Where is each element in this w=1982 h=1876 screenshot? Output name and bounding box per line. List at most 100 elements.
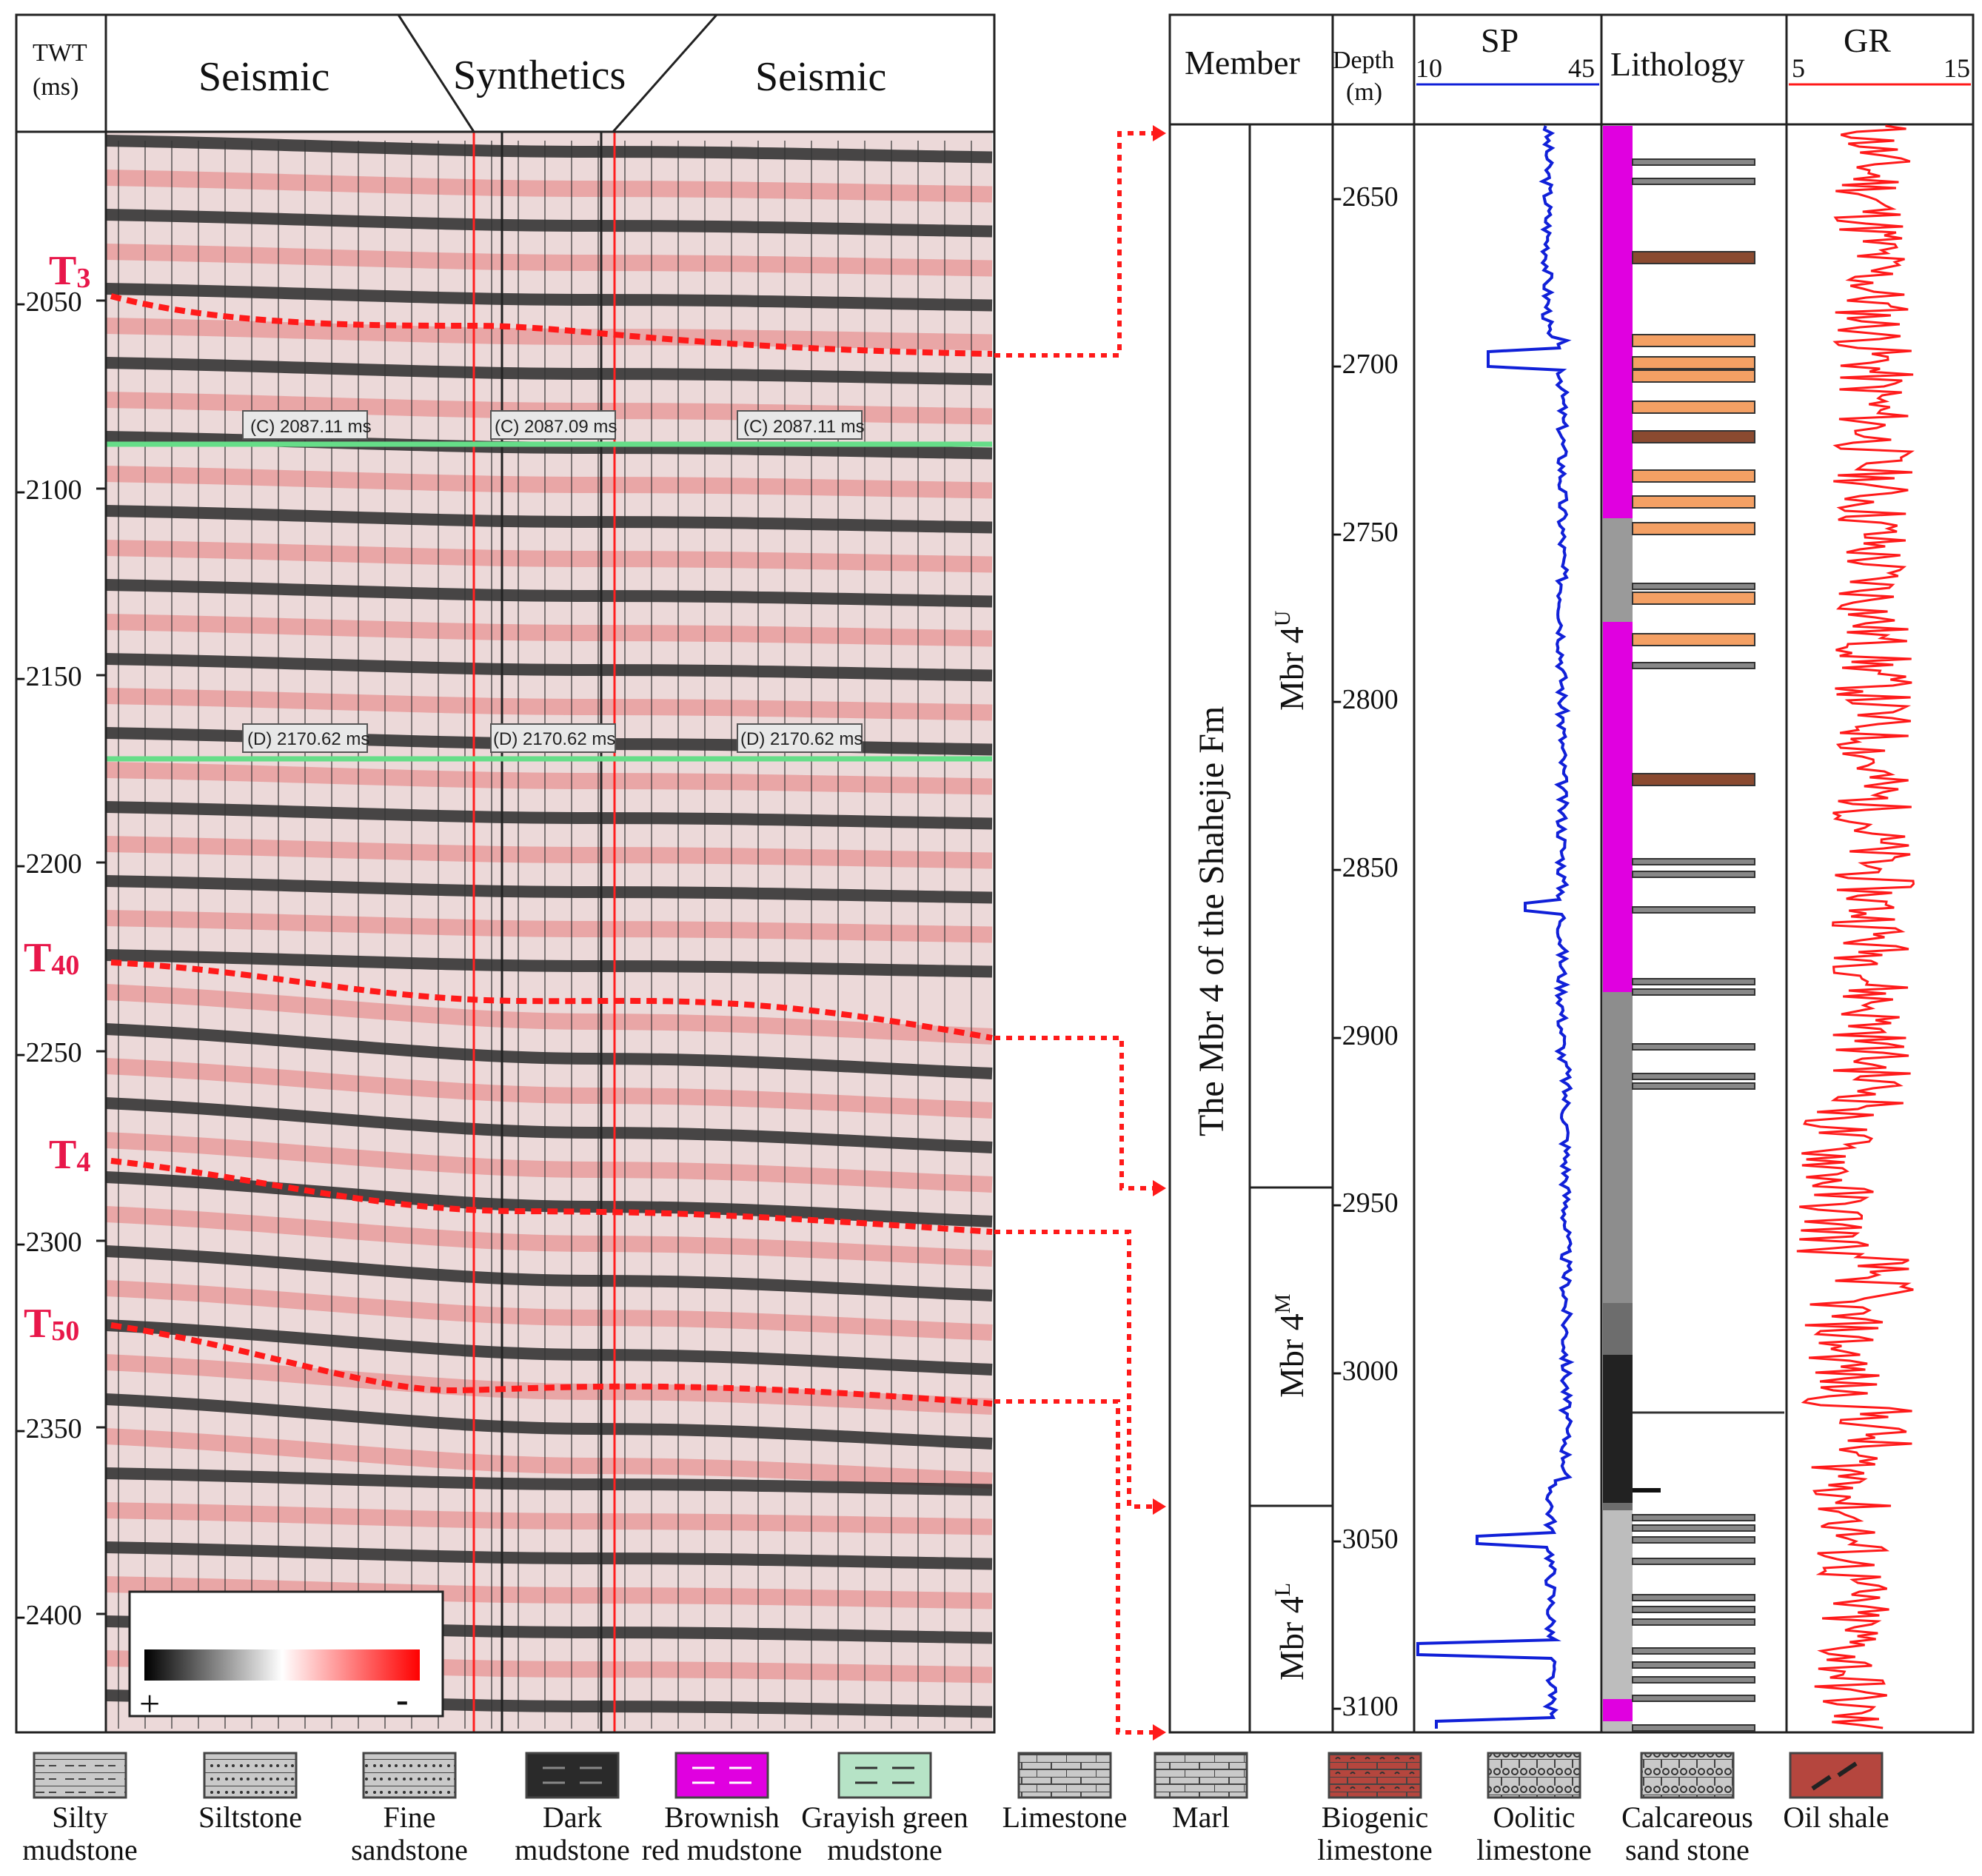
legend-label: red mudstone bbox=[642, 1833, 803, 1866]
col-member: Member bbox=[1185, 44, 1300, 81]
synthetics-header-divider bbox=[397, 14, 718, 133]
formation-label: The Mbr 4 of the Shahejie Fm bbox=[1192, 706, 1231, 1136]
colorbar-inset: + - bbox=[128, 1590, 444, 1724]
tie-arrowheads bbox=[1153, 125, 1166, 1741]
legend-label: mudstone bbox=[22, 1833, 138, 1866]
seismic-panel: (C) 2087.11 ms (C) 2087.09 ms (C) 2087.1… bbox=[15, 13, 996, 1734]
horizon-labels: T3 T40 T4 T50 bbox=[24, 248, 90, 1347]
legend-label: Siltstone bbox=[198, 1800, 302, 1834]
legend-swatch bbox=[33, 1752, 127, 1799]
depth-tick: -2650 bbox=[1333, 181, 1399, 212]
legend-swatch bbox=[1328, 1752, 1422, 1799]
legend-item: Oil shale bbox=[1783, 1752, 1889, 1834]
seismic-amplitude-bands bbox=[105, 135, 993, 1718]
legend-label: Brownish bbox=[664, 1800, 780, 1834]
horizon-label-t4: T4 bbox=[49, 1132, 90, 1178]
gr-curve bbox=[1796, 124, 1915, 1729]
legend-item: Marl bbox=[1154, 1752, 1248, 1834]
colorbar-minus: - bbox=[396, 1678, 409, 1720]
legend-label: Oolitic bbox=[1493, 1800, 1575, 1834]
submember-lower: Mbr 4L bbox=[1270, 1583, 1310, 1681]
col-depth-unit: (m) bbox=[1346, 78, 1382, 106]
depth-tick: -2850 bbox=[1333, 852, 1399, 883]
legend-label: Marl bbox=[1172, 1800, 1230, 1834]
time-tick: -2350 bbox=[16, 1413, 82, 1444]
legend-label: Fine bbox=[383, 1800, 435, 1834]
legend-label: Oil shale bbox=[1783, 1800, 1889, 1834]
time-tick: -2300 bbox=[16, 1227, 82, 1258]
seismic-traces bbox=[118, 141, 972, 1729]
legend-label: sand stone bbox=[1625, 1833, 1750, 1866]
horizon-label-t40: T40 bbox=[24, 935, 79, 981]
legend-swatch bbox=[1154, 1752, 1248, 1799]
legend-label: mudstone bbox=[827, 1833, 943, 1866]
legend-label: Silty bbox=[52, 1800, 108, 1834]
marker-label-d-right: (D) 2170.62 ms bbox=[740, 729, 863, 749]
horizon-label-t50: T50 bbox=[24, 1301, 79, 1347]
time-tick: -2150 bbox=[16, 661, 82, 692]
legend-swatch bbox=[362, 1752, 457, 1799]
depth-tick: -2750 bbox=[1333, 517, 1399, 548]
time-tick: -2100 bbox=[16, 475, 82, 506]
lithology-column bbox=[1603, 126, 1784, 1732]
depth-tick: -2800 bbox=[1333, 684, 1399, 715]
legend-label: Biogenic bbox=[1322, 1800, 1428, 1834]
tie-connectors bbox=[994, 131, 1155, 1735]
gr-max: 15 bbox=[1944, 53, 1970, 83]
depth-tick: -3050 bbox=[1333, 1524, 1399, 1555]
time-tick: -2050 bbox=[16, 287, 82, 318]
legend-label: Calcareous bbox=[1621, 1800, 1753, 1834]
legend-label: Limestone bbox=[1002, 1800, 1128, 1834]
col-gr: GR bbox=[1844, 21, 1891, 59]
time-tick: -2250 bbox=[16, 1037, 82, 1068]
horizon-t3 bbox=[110, 293, 993, 357]
legend-swatch bbox=[525, 1752, 620, 1799]
legend-label: limestone bbox=[1317, 1833, 1433, 1866]
marker-label-d-left: (D) 2170.62 ms bbox=[247, 729, 369, 749]
colorbar bbox=[144, 1649, 420, 1681]
col-depth: Depth bbox=[1333, 47, 1394, 74]
header-synthetics: Synthetics bbox=[453, 53, 626, 98]
legend-swatch bbox=[203, 1752, 298, 1799]
legend-item: Limestone bbox=[1002, 1752, 1128, 1834]
depth-tick: -3000 bbox=[1333, 1356, 1399, 1387]
time-tick: -2200 bbox=[16, 848, 82, 880]
sp-min: 10 bbox=[1416, 53, 1442, 83]
marker-label-d-mid: (D) 2170.62 ms bbox=[493, 729, 615, 749]
colorbar-plus: + bbox=[139, 1683, 160, 1724]
col-lithology: Lithology bbox=[1610, 45, 1744, 83]
twt-unit: (ms) bbox=[33, 73, 78, 101]
horizon-t4 bbox=[110, 1158, 993, 1235]
horizon-t40 bbox=[110, 959, 993, 1041]
col-sp: SP bbox=[1481, 21, 1519, 59]
legend-swatch bbox=[1640, 1752, 1735, 1799]
legend-label: Grayish green bbox=[801, 1800, 968, 1834]
marker-label-c-mid: (C) 2087.09 ms bbox=[495, 417, 617, 437]
legend-label: mudstone bbox=[515, 1833, 630, 1866]
legend-label: limestone bbox=[1476, 1833, 1592, 1866]
legend-item: Siltstone bbox=[198, 1752, 302, 1834]
marker-label-c-left: (C) 2087.11 ms bbox=[250, 417, 372, 437]
well-log-panel: Member Depth (m) SP 10 45 Lithology GR 5… bbox=[1168, 13, 1975, 1734]
gr-min: 5 bbox=[1792, 53, 1805, 83]
horizon-t50 bbox=[110, 1322, 993, 1407]
legend-label: Dark bbox=[543, 1800, 602, 1834]
legend-label: sandstone bbox=[351, 1833, 468, 1866]
depth-tick: -2950 bbox=[1333, 1187, 1399, 1219]
time-axis: -2050 -2100 -2150 -2200 -2250 -2300 -2350 -2400 bbox=[16, 287, 106, 1631]
depth-tick: -2900 bbox=[1333, 1020, 1399, 1051]
legend-swatch bbox=[1487, 1752, 1581, 1799]
legend-swatch bbox=[1017, 1752, 1112, 1799]
depth-tick: -2700 bbox=[1333, 349, 1399, 380]
depth-tick: -3100 bbox=[1333, 1691, 1399, 1722]
horizon-label-t3: T3 bbox=[49, 248, 90, 294]
